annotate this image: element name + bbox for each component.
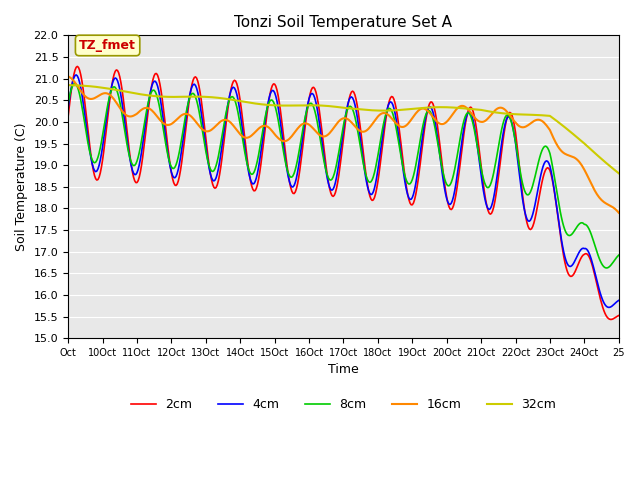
8cm xyxy=(64,100,72,106)
2cm xyxy=(74,63,81,69)
8cm xyxy=(344,106,352,111)
8cm xyxy=(465,110,472,116)
4cm xyxy=(472,130,479,135)
4cm xyxy=(316,120,323,126)
4cm xyxy=(344,100,352,106)
4cm xyxy=(591,269,598,275)
8cm xyxy=(602,265,610,271)
Line: 32cm: 32cm xyxy=(68,85,619,173)
Text: TZ_fmet: TZ_fmet xyxy=(79,39,136,52)
4cm xyxy=(615,298,623,303)
16cm xyxy=(452,107,460,113)
8cm xyxy=(453,154,461,160)
32cm xyxy=(589,149,597,155)
32cm xyxy=(64,82,72,88)
4cm xyxy=(605,304,612,310)
2cm xyxy=(64,113,72,119)
4cm xyxy=(465,109,472,115)
Title: Tonzi Soil Temperature Set A: Tonzi Soil Temperature Set A xyxy=(234,15,452,30)
8cm xyxy=(316,131,323,137)
2cm xyxy=(591,272,598,277)
16cm xyxy=(343,116,351,121)
16cm xyxy=(64,73,72,79)
8cm xyxy=(615,252,623,258)
16cm xyxy=(314,131,322,137)
2cm xyxy=(465,107,472,113)
16cm xyxy=(589,185,597,191)
4cm xyxy=(72,72,80,78)
4cm xyxy=(64,105,72,111)
2cm xyxy=(344,102,352,108)
32cm xyxy=(615,170,623,176)
32cm xyxy=(463,106,471,111)
8cm xyxy=(71,81,79,86)
8cm xyxy=(472,132,479,138)
16cm xyxy=(615,210,623,216)
X-axis label: Time: Time xyxy=(328,363,359,376)
2cm xyxy=(472,119,479,125)
32cm xyxy=(343,105,351,111)
32cm xyxy=(314,103,322,108)
2cm xyxy=(316,108,323,114)
32cm xyxy=(452,105,460,110)
16cm xyxy=(470,114,478,120)
2cm xyxy=(615,312,623,318)
Line: 16cm: 16cm xyxy=(68,76,619,213)
8cm xyxy=(591,242,598,248)
4cm xyxy=(453,174,461,180)
2cm xyxy=(607,317,614,323)
Legend: 2cm, 4cm, 8cm, 16cm, 32cm: 2cm, 4cm, 8cm, 16cm, 32cm xyxy=(125,393,561,416)
Y-axis label: Soil Temperature (C): Soil Temperature (C) xyxy=(15,122,28,251)
Line: 8cm: 8cm xyxy=(68,84,619,268)
16cm xyxy=(463,106,471,111)
32cm xyxy=(470,107,478,112)
Line: 4cm: 4cm xyxy=(68,75,619,307)
2cm xyxy=(453,185,461,191)
Line: 2cm: 2cm xyxy=(68,66,619,320)
